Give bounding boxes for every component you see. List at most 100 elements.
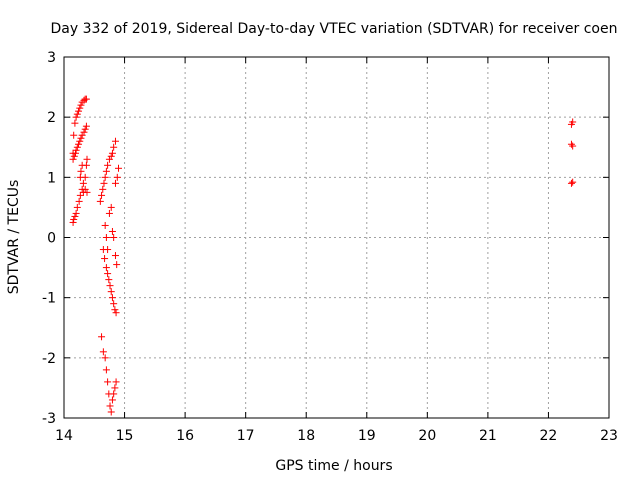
data-point — [99, 348, 107, 356]
data-point — [83, 188, 91, 196]
data-point — [101, 354, 109, 362]
data-point — [98, 191, 106, 199]
axis-ticks — [63, 56, 610, 419]
x-tick-labels: 14 15 16 17 18 19 20 21 22 23 — [55, 428, 618, 444]
data-point — [71, 119, 79, 127]
data-point — [72, 113, 80, 121]
x-tick-label: 14 — [55, 428, 73, 444]
data-point — [77, 134, 85, 142]
data-point — [111, 306, 119, 314]
data-point — [113, 173, 121, 181]
y-tick-label: 3 — [47, 50, 56, 66]
data-point — [102, 167, 110, 175]
data-point — [78, 98, 86, 106]
data-point — [107, 203, 115, 211]
data-point — [105, 155, 113, 163]
chart-title: Day 332 of 2019, Sidereal Day-to-day VTE… — [51, 21, 618, 37]
data-point — [77, 101, 85, 109]
y-tick-labels: -3 -2 -1 0 1 2 3 — [42, 50, 56, 427]
data-point — [82, 95, 90, 103]
data-point — [111, 384, 119, 392]
data-point — [108, 294, 116, 302]
data-point — [72, 209, 80, 217]
data-point — [104, 161, 112, 169]
data-point — [79, 179, 87, 187]
data-point — [108, 227, 116, 235]
data-point — [105, 276, 113, 284]
data-point — [73, 110, 81, 118]
data-point — [111, 252, 119, 260]
grid-lines — [64, 57, 609, 418]
x-tick-label: 15 — [116, 428, 134, 444]
data-point — [75, 107, 83, 115]
data-point — [108, 396, 116, 404]
x-tick-label: 19 — [358, 428, 376, 444]
data-point — [107, 152, 115, 160]
data-point — [104, 378, 112, 386]
data-point — [69, 155, 77, 163]
data-point — [75, 197, 83, 205]
data-point — [106, 282, 114, 290]
x-tick-label: 22 — [540, 428, 558, 444]
data-point — [83, 155, 91, 163]
data-point — [110, 143, 118, 151]
y-tick-label: -1 — [42, 291, 56, 307]
data-point — [98, 333, 106, 341]
data-point — [102, 264, 110, 272]
data-point — [115, 164, 122, 172]
data-point — [567, 179, 575, 187]
data-point — [101, 173, 109, 181]
data-point — [107, 408, 115, 416]
y-tick-label: 1 — [47, 170, 56, 186]
data-point — [101, 221, 109, 229]
data-point — [106, 402, 114, 410]
y-tick-label: -3 — [42, 411, 56, 427]
y-tick-label: -2 — [42, 351, 56, 367]
x-tick-label: 23 — [600, 428, 618, 444]
data-point — [112, 378, 120, 386]
data-point — [80, 128, 88, 136]
x-tick-label: 21 — [479, 428, 497, 444]
data-point — [82, 122, 90, 130]
data-point — [76, 137, 84, 145]
data-point — [105, 209, 113, 217]
x-tick-label: 16 — [176, 428, 194, 444]
data-point — [100, 179, 108, 187]
data-point — [569, 178, 577, 186]
data-point — [76, 191, 84, 199]
data-point — [78, 131, 86, 139]
data-point — [102, 366, 110, 374]
data-points — [69, 95, 577, 416]
x-axis-label: GPS time / hours — [275, 458, 392, 474]
data-point — [75, 140, 83, 148]
data-point — [569, 142, 577, 150]
data-point — [112, 309, 120, 317]
data-point — [71, 212, 79, 220]
data-point — [110, 300, 118, 308]
data-point — [81, 185, 89, 193]
data-point — [108, 149, 116, 157]
data-point — [73, 203, 81, 211]
x-tick-label: 18 — [297, 428, 315, 444]
data-point — [110, 234, 118, 241]
data-point — [99, 185, 107, 193]
y-tick-label: 2 — [47, 110, 56, 126]
x-tick-label: 20 — [418, 428, 436, 444]
data-point — [96, 197, 104, 205]
data-point — [113, 261, 121, 269]
data-point — [107, 288, 115, 296]
data-point — [104, 270, 112, 278]
data-point — [76, 104, 84, 112]
data-point — [70, 131, 78, 139]
data-point — [104, 246, 112, 254]
data-point — [72, 146, 80, 154]
data-point — [111, 137, 119, 145]
data-point — [81, 125, 89, 133]
y-axis-label: SDTVAR / TECUs — [6, 180, 22, 295]
data-point — [111, 179, 119, 187]
data-point — [569, 118, 577, 126]
data-point — [70, 215, 78, 223]
data-point — [77, 167, 85, 175]
